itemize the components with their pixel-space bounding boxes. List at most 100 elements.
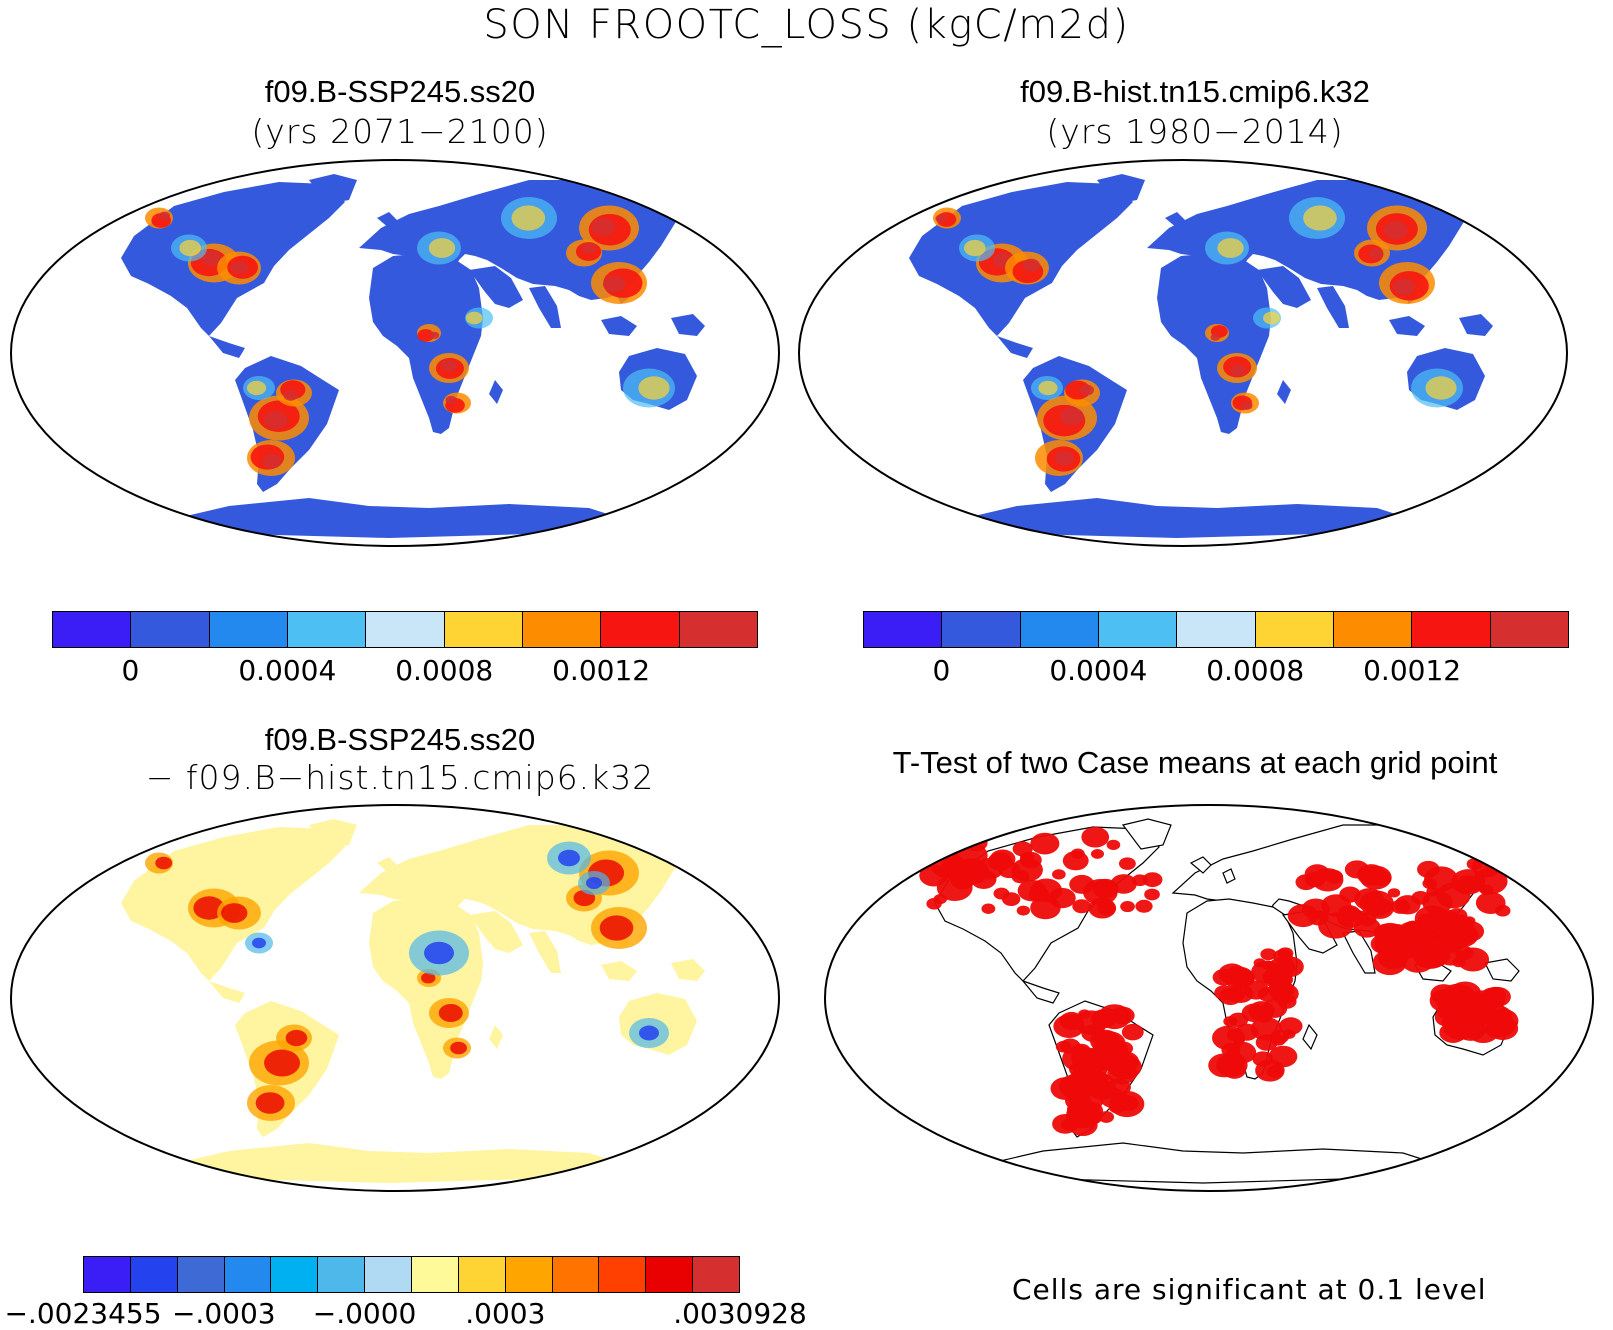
colorbar-swatch — [444, 612, 523, 647]
field-blob — [1120, 901, 1135, 913]
field-blob — [1072, 1050, 1104, 1074]
colorbar-swatch — [522, 612, 602, 647]
field-blob — [1266, 1065, 1284, 1078]
field-blob — [1079, 384, 1095, 396]
field-blob — [1248, 1001, 1275, 1021]
field-blob — [450, 1041, 467, 1055]
colorbar-swatch — [1490, 612, 1568, 647]
field-blob — [1217, 238, 1244, 258]
field-blob — [558, 849, 580, 867]
field-blob — [1357, 864, 1386, 886]
colorbar-swatch — [601, 612, 680, 647]
colorbar-tick-label: −.0000 — [312, 1297, 417, 1330]
field-blob — [599, 915, 634, 941]
field-blob — [1278, 1017, 1303, 1035]
figure-title: SON FROOTC_LOSS (kgC/m2d) — [483, 2, 1130, 48]
field-blob — [581, 242, 597, 254]
colorbar-tick-label: 0.0012 — [1363, 654, 1462, 687]
colorbar-tick-label: 0 — [121, 654, 140, 687]
field-blob — [155, 856, 173, 870]
field-blob — [1098, 1111, 1115, 1123]
field-blob — [1121, 1023, 1144, 1041]
colorbar-swatch — [177, 1257, 225, 1292]
field-blob — [950, 871, 975, 890]
panel-title-bottom-left: f09.B-SSP245.ss20 — [264, 722, 536, 757]
field-blob — [1038, 380, 1058, 396]
field-blob — [283, 389, 298, 401]
field-blob — [1030, 878, 1062, 902]
field-blob — [1262, 966, 1293, 989]
field-blob — [511, 205, 546, 231]
colorbar-swatch — [1098, 612, 1178, 647]
field-blob — [918, 828, 949, 852]
colorbar-swatch — [458, 1257, 506, 1292]
field-blob — [1030, 832, 1060, 855]
colorbar-swatch — [318, 1257, 366, 1292]
field-blob — [1054, 451, 1075, 466]
map-top-left — [10, 159, 780, 547]
field-blob — [1090, 849, 1105, 859]
significance-note: Cells are significant at 0.1 level — [1012, 1273, 1487, 1306]
field-blob — [1088, 897, 1117, 919]
colorbar-swatch — [693, 1257, 740, 1292]
field-blob — [993, 887, 1010, 900]
colorbar-tick-label: 0.0008 — [395, 654, 494, 687]
field-blob — [1303, 205, 1337, 231]
colorbar-swatch — [505, 1257, 553, 1292]
field-blob — [1495, 904, 1511, 917]
field-blob — [1463, 916, 1476, 926]
colorbar-tick-label: .0003 — [465, 1297, 546, 1330]
colorbar-tick-label: 0.0008 — [1206, 654, 1305, 687]
field-blob — [1227, 983, 1254, 1004]
colorbar-tick-label: 0.0004 — [238, 654, 337, 687]
field-blob — [1260, 948, 1277, 961]
field-blob — [1094, 1031, 1126, 1055]
colorbar-tick-label: 0.0004 — [1049, 654, 1148, 687]
field-blob — [1097, 1004, 1131, 1030]
field-blob — [1418, 913, 1432, 925]
field-blob — [1383, 221, 1408, 240]
colorbar-swatch — [365, 1257, 413, 1292]
panel-title-bottom-right: T-Test of two Case means at each grid po… — [892, 745, 1498, 780]
field-blob — [1425, 376, 1457, 400]
colorbar-tick-label: 0.0012 — [552, 654, 651, 687]
field-blob — [1052, 869, 1066, 880]
colorbar-tick-label: −.0003 — [171, 1297, 276, 1330]
colorbar-swatch — [864, 612, 943, 647]
field-blob — [1366, 898, 1394, 919]
colorbar-swatch — [679, 612, 757, 647]
colorbar-swatch — [1020, 612, 1099, 647]
field-blob — [421, 972, 436, 984]
field-blob — [1144, 888, 1160, 901]
colorbar-tick-label: .0030928 — [673, 1297, 807, 1330]
colorbar-swatch — [552, 1257, 600, 1292]
field-blob — [1277, 947, 1294, 960]
colorbar-swatch — [599, 1257, 647, 1292]
field-blob — [1387, 888, 1401, 898]
colorbar-swatch — [130, 1257, 178, 1292]
colorbar-swatch — [84, 1257, 131, 1292]
field-blob — [1072, 899, 1091, 914]
field-blob — [1108, 1100, 1126, 1114]
overlay-bottom-left — [145, 841, 669, 1121]
field-blob — [1263, 311, 1280, 325]
colorbar-swatch — [224, 1257, 272, 1292]
overlay-top-right — [933, 197, 1463, 476]
field-blob — [1059, 1011, 1084, 1030]
colorbar-swatch — [287, 612, 367, 647]
colorbar-swatch — [131, 612, 210, 647]
map-top-right — [798, 159, 1568, 547]
field-blob — [264, 1049, 301, 1077]
field-blob — [201, 250, 223, 267]
field-blob — [263, 411, 288, 430]
colorbar-swatch — [1333, 612, 1413, 647]
field-blob — [440, 359, 457, 372]
field-blob — [1081, 826, 1110, 848]
map-bottom-left — [10, 804, 780, 1192]
field-blob — [1092, 878, 1119, 899]
field-blob — [417, 329, 435, 342]
field-blob — [1301, 898, 1330, 920]
field-blob — [1122, 1098, 1136, 1109]
overlay-bottom-right — [918, 826, 1519, 1137]
field-blob — [1016, 905, 1031, 916]
